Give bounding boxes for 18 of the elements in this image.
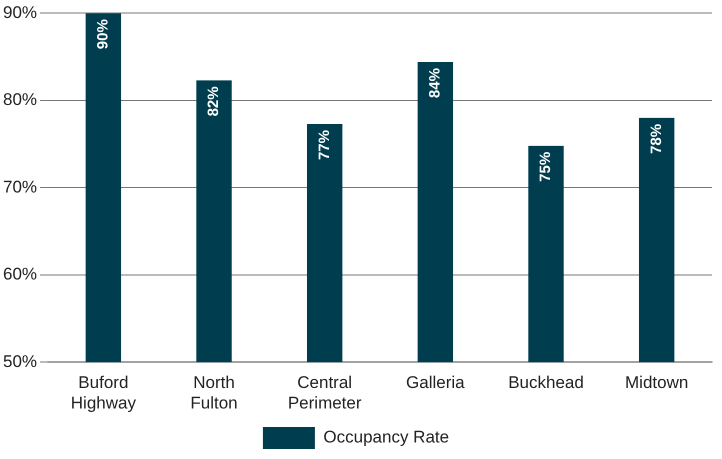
- x-tick-label: North Fulton: [190, 373, 238, 412]
- y-tick-label: 50%: [2, 352, 38, 371]
- data-label: 82%: [205, 86, 222, 116]
- x-tick-label: Galleria: [406, 373, 466, 392]
- y-tick-label: 90%: [2, 2, 38, 22]
- legend-label: Occupancy Rate: [323, 428, 450, 447]
- x-tick-label: Buford Highway: [70, 373, 136, 412]
- x-tick-label: Central Perimeter: [288, 373, 362, 412]
- data-label: 90%: [94, 19, 112, 50]
- data-label: 77%: [316, 130, 333, 160]
- y-tick-label: 60%: [2, 264, 38, 284]
- x-tick-label: Buckhead: [508, 373, 584, 392]
- data-label: 78%: [648, 124, 665, 154]
- x-tick-label: Midtown: [625, 373, 688, 392]
- y-tick-label: 70%: [2, 177, 38, 196]
- y-tick-label: 80%: [2, 90, 38, 110]
- data-label: 75%: [537, 152, 554, 182]
- data-label: 84%: [426, 68, 444, 98]
